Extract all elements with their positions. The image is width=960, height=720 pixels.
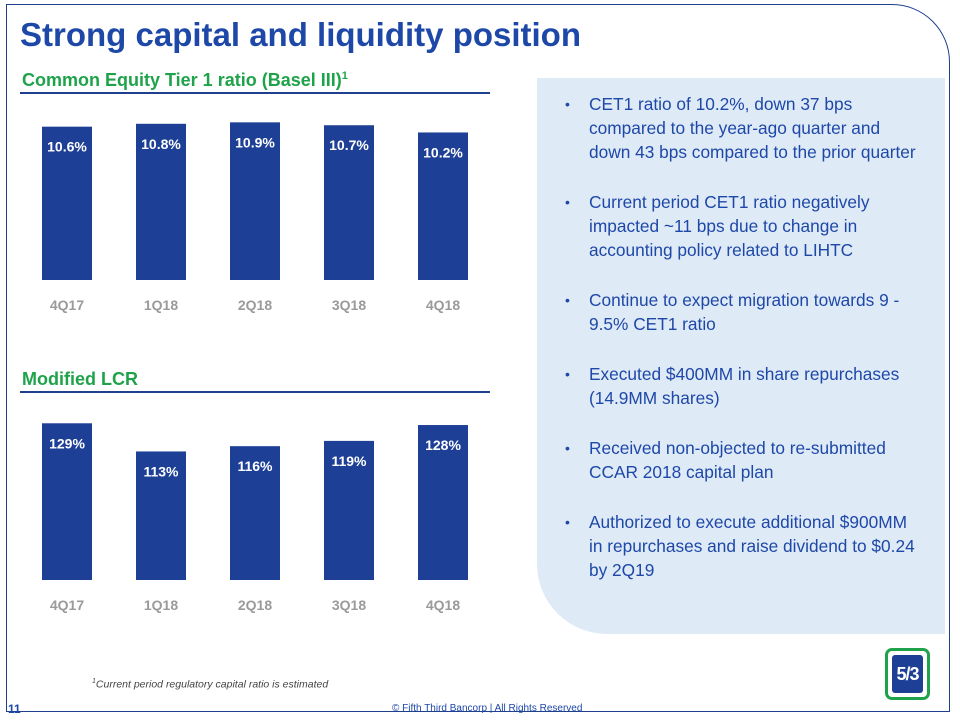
data-label-4Q17: 10.6% bbox=[47, 139, 87, 155]
page-number: 11 bbox=[8, 702, 21, 716]
data-label-3Q18: 119% bbox=[331, 453, 367, 469]
bullet-dot-icon: • bbox=[565, 366, 570, 382]
cet1-bar-chart: 10.6% 4Q17 10.8% 1Q18 10.9% 2Q18 10.7% 3Q18 10.2… bbox=[42, 122, 468, 313]
x-tick-label-1Q18: 1Q18 bbox=[144, 297, 178, 313]
bar-2Q18 bbox=[230, 122, 280, 280]
highlight-text: Current period CET1 ratio negatively imp… bbox=[589, 192, 870, 260]
x-tick-label-4Q17: 4Q17 bbox=[50, 597, 84, 613]
data-label-4Q18: 10.2% bbox=[423, 144, 463, 160]
logo-mark: 5/3 bbox=[892, 655, 923, 693]
highlight-text: Authorized to execute additional $900MM … bbox=[589, 512, 915, 580]
copyright-text: © Fifth Third Bancorp | All Rights Reser… bbox=[392, 703, 583, 714]
footnote-marker: 1 bbox=[92, 678, 96, 685]
x-tick-label-4Q18: 4Q18 bbox=[426, 297, 460, 313]
bullet-dot-icon: • bbox=[565, 96, 570, 112]
footnote-text: Current period regulatory capital ratio … bbox=[95, 678, 329, 691]
data-label-2Q18: 10.9% bbox=[235, 134, 275, 150]
fifth-third-logo: 5/3 bbox=[885, 648, 930, 700]
bar-3Q18 bbox=[324, 125, 374, 280]
x-tick-label-3Q18: 3Q18 bbox=[332, 597, 366, 613]
bullet-dot-icon: • bbox=[565, 514, 570, 530]
highlights-list: • CET1 ratio of 10.2%, down 37 bps compar… bbox=[565, 92, 925, 608]
cet1-footnote-marker: 1 bbox=[341, 70, 348, 82]
lcr-title-rule bbox=[20, 391, 490, 393]
bar-2Q18 bbox=[230, 446, 280, 580]
x-tick-label-4Q17: 4Q17 bbox=[50, 297, 84, 313]
highlight-item: • Authorized to execute additional $900MM… bbox=[565, 510, 925, 582]
bar-1Q18 bbox=[136, 451, 186, 580]
highlight-text: Continue to expect migration towards 9 -… bbox=[589, 290, 900, 334]
highlight-text: Executed $400MM in share repurchases (14… bbox=[589, 364, 900, 408]
highlight-item: • Continue to expect migration towards 9 … bbox=[565, 288, 925, 336]
cet1-chart-title-text: Common Equity Tier 1 ratio (Basel III) bbox=[22, 70, 342, 90]
x-tick-label-1Q18: 1Q18 bbox=[144, 597, 178, 613]
x-tick-label-2Q18: 2Q18 bbox=[238, 297, 272, 313]
page-title: Strong capital and liquidity position bbox=[20, 16, 581, 53]
x-tick-label-2Q18: 2Q18 bbox=[238, 597, 272, 613]
highlight-item: • Current period CET1 ratio negatively im… bbox=[565, 190, 925, 262]
highlight-item: • CET1 ratio of 10.2%, down 37 bps compar… bbox=[565, 92, 925, 164]
bar-1Q18 bbox=[136, 123, 186, 281]
footnote: 1Current period regulatory capital ratio… bbox=[92, 678, 328, 691]
highlight-text: Received non-objected to re-submitted CC… bbox=[589, 438, 886, 482]
slide-frame bbox=[6, 4, 950, 712]
x-tick-label-3Q18: 3Q18 bbox=[332, 297, 366, 313]
cet1-title-rule bbox=[20, 92, 490, 94]
data-label-2Q18: 116% bbox=[237, 458, 273, 474]
highlight-item: • Received non-objected to re-submitted C… bbox=[565, 436, 925, 484]
lcr-bar-chart: 129% 4Q17 113% 1Q18 116% 2Q18 119% 3Q18 128% 4Q18 bbox=[42, 423, 468, 613]
bullet-dot-icon: • bbox=[565, 292, 570, 308]
cet1-chart-title: Common Equity Tier 1 ratio (Basel III)1 bbox=[22, 70, 348, 91]
bullet-dot-icon: • bbox=[565, 440, 570, 456]
bar-4Q17 bbox=[42, 423, 92, 580]
x-tick-label-4Q18: 4Q18 bbox=[426, 597, 460, 613]
data-label-4Q17: 129% bbox=[49, 435, 85, 451]
data-label-1Q18: 113% bbox=[143, 463, 179, 479]
data-label-4Q18: 128% bbox=[425, 437, 461, 453]
data-label-3Q18: 10.7% bbox=[329, 137, 369, 153]
bullet-dot-icon: • bbox=[565, 194, 570, 210]
bar-3Q18 bbox=[324, 440, 374, 580]
data-label-1Q18: 10.8% bbox=[141, 136, 181, 152]
lcr-chart-title: Modified LCR bbox=[22, 369, 138, 389]
highlights-panel bbox=[537, 78, 945, 634]
bar-4Q18 bbox=[418, 132, 468, 280]
bar-4Q18 bbox=[418, 425, 468, 580]
highlight-text: CET1 ratio of 10.2%, down 37 bps compare… bbox=[589, 94, 916, 162]
highlight-item: • Executed $400MM in share repurchases (1… bbox=[565, 362, 925, 410]
bar-4Q17 bbox=[42, 126, 92, 280]
